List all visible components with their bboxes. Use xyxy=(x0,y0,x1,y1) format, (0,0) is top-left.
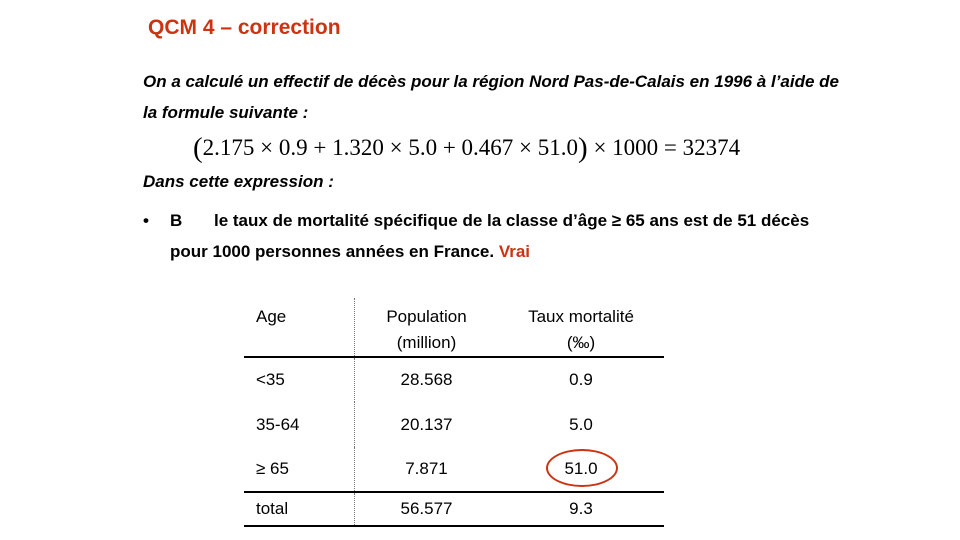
table-row: <35 28.568 0.9 xyxy=(244,357,664,402)
intro-text: On a calculé un effectif de décès pour l… xyxy=(143,72,839,122)
cell-rate: 0.9 xyxy=(569,370,593,389)
formula: (2.175 × 0.9 + 1.320 × 5.0 + 0.467 × 51.… xyxy=(193,132,740,165)
cell-rate: 51.0 xyxy=(498,447,664,492)
header-population-label: Population xyxy=(386,307,467,326)
formula-body: 2.175 × 0.9 + 1.320 × 5.0 + 0.467 × 51.0 xyxy=(202,135,579,160)
formula-close-paren: ) xyxy=(578,132,588,164)
cell-age: 35-64 xyxy=(244,402,355,447)
header-rate-unit: (‰) xyxy=(566,333,596,352)
header-population: Population (million) xyxy=(355,298,499,357)
cell-age: ≥ 65 xyxy=(244,447,355,492)
highlighted-value: 51.0 xyxy=(546,449,619,487)
mortality-table: Age Population (million) Taux mortalité … xyxy=(244,298,664,527)
verdict: Vrai xyxy=(498,242,531,261)
cell-total-rate: 9.3 xyxy=(569,499,593,518)
table-row: ≥ 65 7.871 51.0 xyxy=(244,447,664,492)
cell-total-label: total xyxy=(244,492,355,526)
cell-total-population: 56.577 xyxy=(400,499,453,518)
cell-population: 28.568 xyxy=(400,370,453,389)
cell-population: 7.871 xyxy=(405,459,448,478)
bullet-marker: • xyxy=(143,211,149,230)
table-header-row: Age Population (million) Taux mortalité … xyxy=(244,298,664,357)
cell-rate: 5.0 xyxy=(569,414,593,434)
subheading: Dans cette expression : xyxy=(143,172,334,191)
header-age: Age xyxy=(244,298,355,357)
highlight-circle xyxy=(546,449,619,487)
table-row: 35-64 20.137 5.0 xyxy=(244,402,664,447)
bullet-letter: B xyxy=(170,211,183,230)
slide-title: QCM 4 – correction xyxy=(148,16,341,39)
cell-age: <35 xyxy=(244,357,355,402)
bullet-text: le taux de mortalité spécifique de la cl… xyxy=(170,211,810,261)
table-total-row: total 56.577 9.3 xyxy=(244,492,664,526)
formula-tail: × 1000 = 32374 xyxy=(593,135,741,160)
header-rate: Taux mortalité (‰) xyxy=(498,298,664,357)
header-population-unit: (million) xyxy=(396,333,457,352)
header-rate-label: Taux mortalité xyxy=(528,307,634,326)
formula-open-paren: ( xyxy=(193,132,203,164)
bullet-text-block: le taux de mortalité spécifique de la cl… xyxy=(170,205,850,267)
cell-population: 20.137 xyxy=(400,414,453,434)
